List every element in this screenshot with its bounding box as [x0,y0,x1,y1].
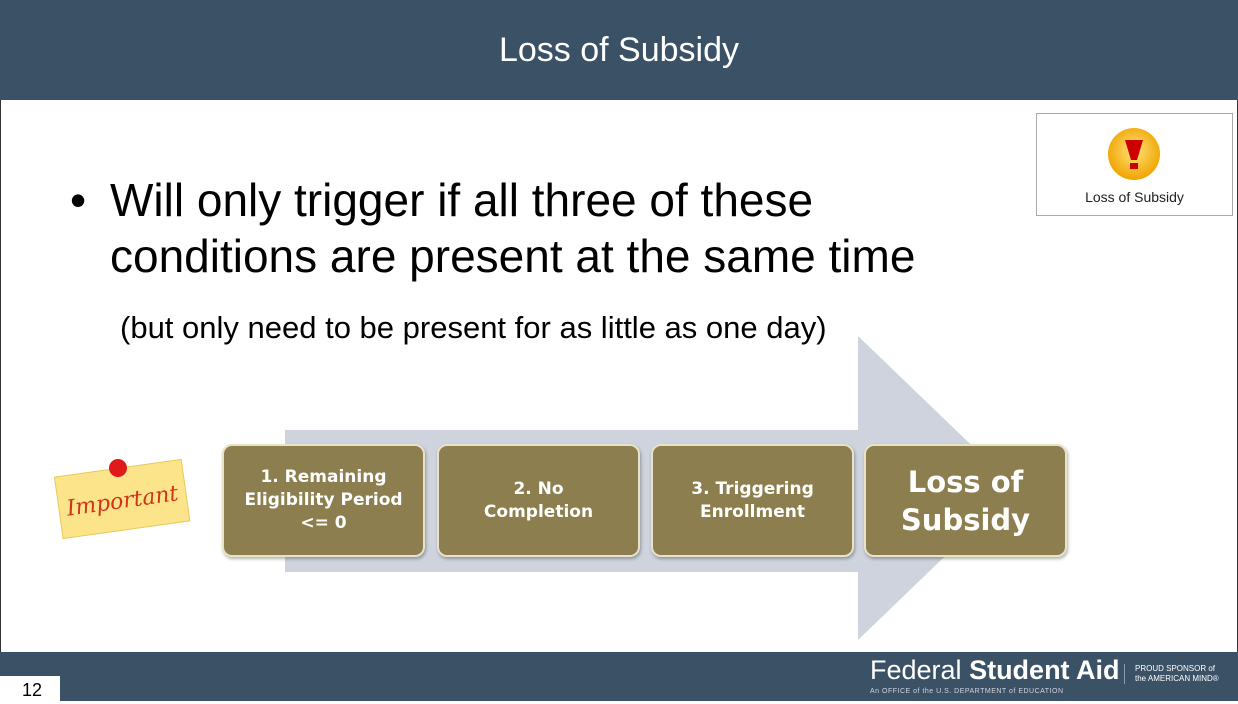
sub-note: (but only need to be present for as litt… [120,310,827,345]
footer-band [0,652,1238,701]
step-line: Enrollment [700,501,805,522]
step-line: 3. Triggering [691,478,814,499]
slide-title: Loss of Subsidy [498,31,740,69]
step-box: 2. No Completion [437,444,640,557]
step-line: Completion [483,501,594,522]
bullet-line: conditions are present at the same time [110,230,916,282]
brand-light: Federal [870,655,962,685]
step-line: <= 0 [300,513,347,533]
step-box: 1. Remaining Eligibility Period <= 0 [222,444,425,557]
pin [109,459,127,477]
step-box: 3. Triggering Enrollment [651,444,854,557]
bullet-dot: • [70,174,87,226]
sponsor-line: the AMERICAN MIND® [1135,674,1219,683]
bullet: • Will only trigger if all three of thes… [70,172,915,284]
step-line: Loss of [907,464,1024,499]
step-line: Eligibility Period [244,490,403,510]
tagline: An OFFICE of the U.S. DEPARTMENT of EDUC… [870,688,1064,695]
warning-icon [1108,128,1160,180]
badge-label: Loss of Subsidy [1085,189,1184,205]
sponsor-line: PROUD SPONSOR of [1135,664,1216,673]
header-band [0,0,1238,100]
brand: Federal Student Aid [870,655,1120,686]
page-number: 12 [0,676,60,701]
step-line: 1. Remaining [260,467,387,487]
sticky-note: Important [53,458,191,540]
step-line: Subsidy [900,502,1031,537]
bullet-line: Will only trigger if all three of these [110,174,814,226]
brand-bold: Student Aid [969,655,1120,685]
result-box: Loss of Subsidy [864,444,1067,557]
sponsor: PROUD SPONSOR of the AMERICAN MIND® [1124,664,1219,684]
status-badge: Loss of Subsidy [1036,113,1233,216]
step-line: 2. No [513,478,564,499]
